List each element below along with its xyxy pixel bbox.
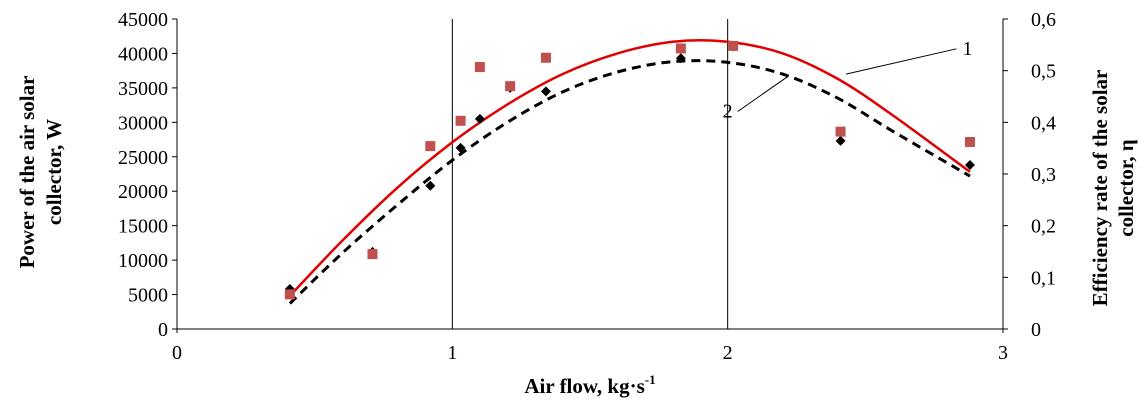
y-left-tick-label-15000: 15000 [118,216,168,238]
y-left-tick-label-35000: 35000 [118,78,168,100]
series-1-point-7 [540,86,551,97]
series-2-point-8 [675,43,686,54]
y-left-tick-label-40000: 40000 [118,43,168,65]
x-axis-title-sup: -1 [645,372,656,387]
y-right-tick-label-0: 0 [1031,319,1041,341]
series-1-point-3 [425,180,436,191]
y-left-tick-label-0: 0 [158,319,168,341]
series-2-point-5 [474,62,485,73]
data-points [284,40,975,300]
callout-leader-1 [845,48,957,75]
grid [451,19,1004,329]
x-tick-label-0: 0 [172,342,182,364]
y-right-tick-label-0,4: 0,4 [1031,112,1056,134]
y-left-axis-title-line1: Power of the air solar [15,76,39,269]
x-tick-label-3: 3 [998,342,1008,364]
series-1-point-10 [835,135,846,146]
series-2-point-7 [540,52,551,63]
y-right-tick-label-0,2: 0,2 [1031,216,1056,238]
y-right-tick-label-0,1: 0,1 [1031,267,1056,289]
y-right-axis-title-line2: collector, η [1114,139,1138,237]
y-right-tick-label-0,3: 0,3 [1031,164,1056,186]
y-left-tick-label-20000: 20000 [118,181,168,203]
axes [172,18,1008,333]
callout-label-1: 1 [962,38,972,60]
series-1-point-4 [455,142,466,153]
tick-labels: 0 1 2 3050001000015000200002500030000350004… [118,9,1056,364]
y-left-tick-label-30000: 30000 [118,112,168,134]
callout-leader-2 [737,75,789,112]
x-tick-label-1: 1 [447,342,457,364]
series-2-point-3 [425,141,436,152]
y-right-tick-label-0,5: 0,5 [1031,61,1056,83]
callouts: 12 [723,38,973,123]
y-left-tick-label-45000: 45000 [118,9,168,31]
series-1-point-11 [964,160,975,171]
y-left-tick-label-5000: 5000 [128,285,168,307]
y-left-tick-label-25000: 25000 [118,147,168,169]
series-2-point-1 [284,289,295,300]
y-right-tick-label-0,6: 0,6 [1031,9,1056,31]
fit-curves [288,39,971,305]
series-1-point-5 [474,113,485,124]
callout-label-2: 2 [723,101,733,123]
series-2-point-11 [964,136,975,147]
x-axis-title-text: Air flow, kg·s [524,374,644,398]
series-2-point-4 [455,115,466,126]
y-left-tick-label-10000: 10000 [118,250,168,272]
series-2-point-6 [505,81,516,92]
y-left-axis-title-line2: collector, W [42,119,66,225]
series-2-point-10 [835,126,846,137]
fit-curve-1 [288,39,971,297]
x-tick-label-2: 2 [723,342,733,364]
series-1-point-8 [675,53,686,64]
series-2-point-2 [367,249,378,260]
series-2-point-9 [728,40,739,51]
y-right-axis-title-line1: Efficiency rate of the solar [1088,70,1112,307]
x-axis-title: Air flow, kg·s-1 [524,372,655,398]
fit-curve-2 [288,59,971,305]
